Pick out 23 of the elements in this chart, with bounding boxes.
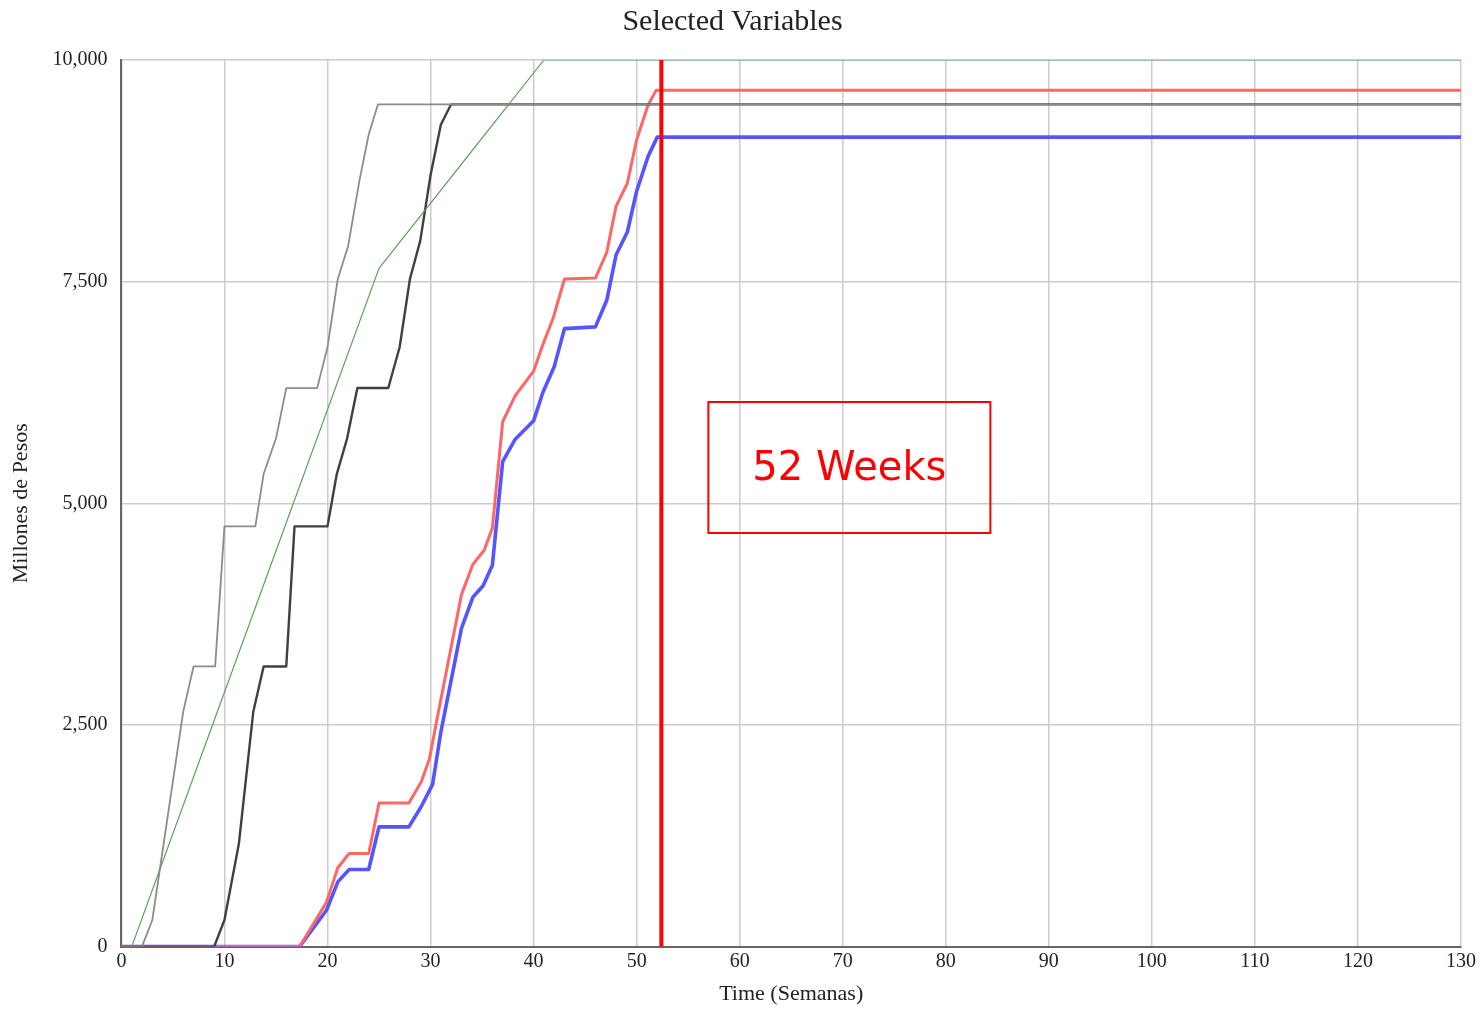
ref-line-label: 52 Weeks [752,442,947,489]
x-tick-label: 10 [214,948,235,971]
x-tick-label: 130 [1446,948,1476,971]
x-tick-label: 110 [1240,948,1270,971]
x-tick-label: 60 [729,948,750,971]
x-tick-label: 30 [420,948,441,971]
y-tick-label: 0 [97,933,108,956]
y-tick-label: 7,500 [62,268,108,291]
y-axis-title: Millones de Pesos [6,423,32,584]
x-tick-label: 120 [1342,948,1373,971]
x-axis-title: Time (Semanas) [719,979,864,1005]
x-tick-label: 20 [317,948,338,971]
y-tick-label: 5,000 [62,490,108,513]
x-tick-label: 40 [523,948,544,971]
x-tick-label: 90 [1038,948,1059,971]
x-tick-label: 100 [1136,948,1167,971]
chart-title: Selected Variables [622,2,843,36]
x-tick-label: 80 [935,948,956,971]
x-tick-label: 50 [626,948,647,971]
y-tick-label: 10,000 [52,47,108,70]
x-tick-label: 0 [116,948,127,971]
x-tick-label: 70 [832,948,853,971]
y-tick-label: 2,500 [62,712,108,735]
